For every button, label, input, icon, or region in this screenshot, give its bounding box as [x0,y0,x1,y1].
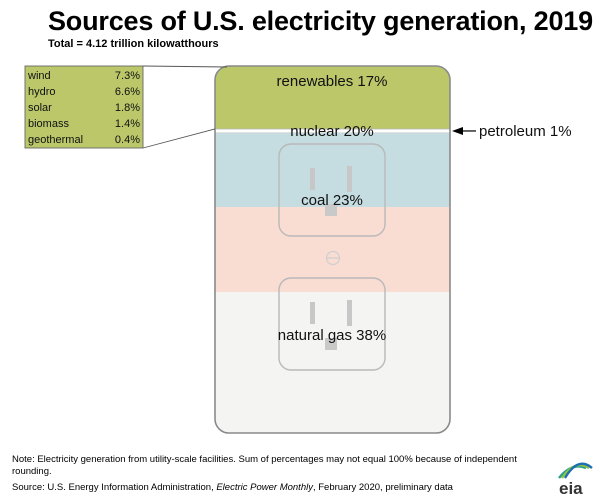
upper-receptacle [278,143,386,237]
source-line: Source: U.S. Energy Information Administ… [12,482,453,493]
chart-title: Sources of U.S. electricity generation, … [48,6,593,36]
renewables-breakdown: wind 7.3% hydro 6.6% solar 1.8% biomass 1.4% geo… [24,65,228,149]
breakdown-name-wind: wind [27,70,51,82]
breakdown-name-biomass: biomass [28,118,69,130]
outlet-receptacles [278,143,386,371]
svg-text:eia: eia [559,479,583,498]
eia-logo: eia [558,462,593,498]
source-prefix: Source: U.S. Energy Information Administ… [12,482,217,493]
label-natural-gas: natural gas 38% [278,327,386,344]
breakdown-value-geothermal: 0.4% [115,134,140,146]
footnote: Note: Electricity generation from utilit… [12,454,517,477]
source-publication: Electric Power Monthly [216,482,313,493]
breakdown-name-solar: solar [28,102,52,114]
label-renewables: renewables 17% [277,73,388,90]
segment-nuclear [215,132,450,208]
callout-arrow-petroleum [452,126,476,135]
breakdown-name-hydro: hydro [28,86,56,98]
breakdown-value-hydro: 6.6% [115,86,140,98]
label-coal: coal 23% [301,192,363,209]
source-suffix: , February 2020, preliminary data [312,482,453,493]
breakdown-value-solar: 1.8% [115,102,140,114]
plate-screw [325,250,341,266]
segment-renewables [215,66,450,129]
breakdown-name-geothermal: geothermal [28,134,83,146]
lower-receptacle [278,277,386,371]
segment-petroleum [215,128,450,133]
label-petroleum: petroleum 1% [479,123,572,140]
label-nuclear: nuclear 20% [290,123,373,140]
segment-coal [215,207,450,293]
outlet-plate-border [214,65,451,434]
chart-subtitle: Total = 4.12 trillion kilowatthours [48,38,219,50]
breakdown-table [24,65,144,149]
segment-natural-gas [215,292,450,433]
breakdown-value-wind: 7.3% [115,70,140,82]
breakdown-value-biomass: 1.4% [115,118,140,130]
